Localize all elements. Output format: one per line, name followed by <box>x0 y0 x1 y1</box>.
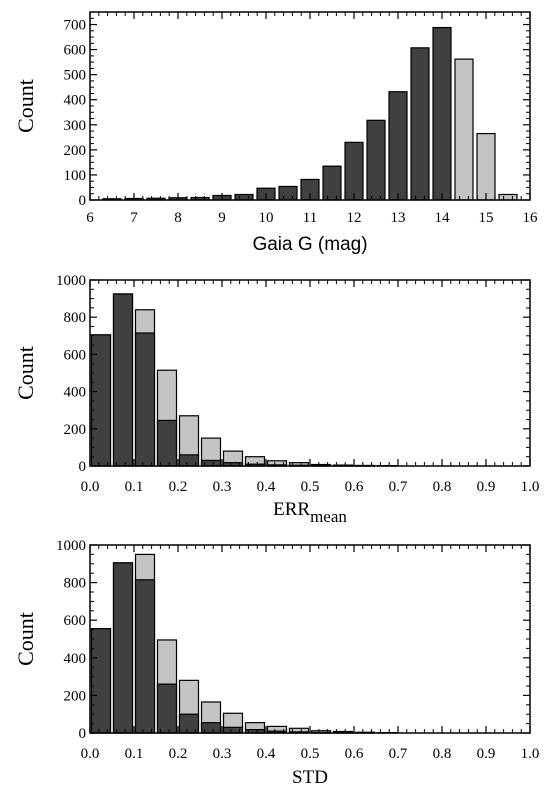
y-tick-label-4: 400 <box>64 93 87 109</box>
x-tick-label-7: 0.7 <box>389 746 408 762</box>
y-tick-label-1: 200 <box>64 422 87 438</box>
y-tick-label-2: 400 <box>64 651 87 667</box>
y-ticks <box>90 544 530 734</box>
bars <box>102 26 518 201</box>
y-tick-label-0: 0 <box>79 459 87 475</box>
y-tick-label-5: 500 <box>64 68 87 84</box>
x-ticks <box>89 545 531 733</box>
y-axis-label: Count <box>13 79 38 133</box>
x-tick-label-10: 1.0 <box>521 479 540 495</box>
y-tick-label-2: 400 <box>64 385 87 401</box>
y-tick-label-5: 1000 <box>56 538 86 554</box>
x-axis-label: Gaia G (mag) <box>252 234 367 255</box>
x-ticks <box>89 280 531 466</box>
x-axis-label-subscript: mean <box>310 507 347 526</box>
y-tick-label-3: 600 <box>64 613 87 629</box>
x-tick-label-6: 12 <box>347 210 362 226</box>
x-tick-label-3: 9 <box>218 210 226 226</box>
x-tick-label-6: 0.6 <box>345 479 364 495</box>
x-tick-label-1: 0.1 <box>125 479 144 495</box>
x-tick-label-10: 1.0 <box>521 746 540 762</box>
y-tick-label-0: 0 <box>79 193 87 209</box>
bar-dark-1 <box>112 293 134 467</box>
y-tick-label-7: 700 <box>64 18 87 34</box>
x-axis-label: ERRmean <box>273 499 347 526</box>
y-ticks <box>90 279 530 467</box>
plot-frame <box>89 544 531 734</box>
bars <box>90 293 398 467</box>
x-tick-label-10: 16 <box>523 210 539 226</box>
x-tick-label-9: 15 <box>479 210 494 226</box>
bar-dark-10 <box>322 165 342 201</box>
x-tick-label-2: 0.2 <box>169 479 188 495</box>
y-tick-label-0: 0 <box>79 726 87 742</box>
x-tick-label-8: 0.8 <box>433 746 452 762</box>
bar-dark-6 <box>234 193 254 201</box>
x-tick-label-7: 0.7 <box>389 479 408 495</box>
x-tick-label-1: 0.1 <box>125 746 144 762</box>
y-tick-label-5: 1000 <box>56 273 86 289</box>
x-ticks <box>89 12 531 200</box>
y-tick-label-3: 600 <box>64 347 87 363</box>
y-tick-label-6: 600 <box>64 43 87 59</box>
bar-dark-15 <box>432 26 452 201</box>
x-tick-label-2: 8 <box>174 210 182 226</box>
x-tick-label-0: 0.0 <box>81 746 100 762</box>
bar-dark-2 <box>134 579 156 734</box>
x-tick-label-5: 0.5 <box>301 746 320 762</box>
y-tick-label-1: 100 <box>64 168 87 184</box>
x-tick-label-5: 11 <box>303 210 317 226</box>
x-tick-label-0: 6 <box>86 210 94 226</box>
bar-dark-13 <box>388 91 408 201</box>
y-tick-label-2: 200 <box>64 143 87 159</box>
bar-dark-8 <box>278 185 298 201</box>
y-tick-label-4: 800 <box>64 576 87 592</box>
x-tick-label-1: 7 <box>130 210 138 226</box>
plot-frame <box>89 279 531 467</box>
x-tick-label-8: 14 <box>435 210 451 226</box>
y-axis-label: Count <box>13 346 38 400</box>
y-tick-label-1: 200 <box>64 688 87 704</box>
x-tick-label-4: 0.4 <box>257 479 276 495</box>
bar-dark-2 <box>134 332 156 467</box>
x-tick-label-4: 0.4 <box>257 746 276 762</box>
x-tick-label-6: 0.6 <box>345 746 364 762</box>
x-tick-label-3: 0.3 <box>213 746 232 762</box>
x-tick-label-2: 0.2 <box>169 746 188 762</box>
x-tick-label-9: 0.9 <box>477 746 496 762</box>
x-tick-label-7: 13 <box>391 210 406 226</box>
bar-dark-12 <box>366 119 386 201</box>
bar-dark-1 <box>112 562 134 734</box>
std-histogram: 0.0 0.1 0.2 0.3 0.4 0.5 0.6 0.7 0.8 0.9 1.0 0 200 400… <box>13 538 540 788</box>
y-tick-label-4: 800 <box>64 310 87 326</box>
bar-dark-3 <box>156 419 178 467</box>
bar-dark-14 <box>410 47 430 201</box>
bar-dark-3 <box>156 683 178 734</box>
bars <box>90 553 398 734</box>
x-tick-label-8: 0.8 <box>433 479 452 495</box>
y-ticks <box>90 11 530 201</box>
x-tick-label-3: 0.3 <box>213 479 232 495</box>
x-tick-label-0: 0.0 <box>81 479 100 495</box>
err-mean-histogram: 0.0 0.1 0.2 0.3 0.4 0.5 0.6 0.7 0.8 0.9 1.0 0 200 400… <box>13 273 540 526</box>
x-tick-label-4: 10 <box>259 210 274 226</box>
bar-light-17 <box>476 132 496 201</box>
y-axis-label: Count <box>13 612 38 666</box>
bar-dark-11 <box>344 141 364 201</box>
bar-light-18 <box>498 193 518 201</box>
x-tick-label-5: 0.5 <box>301 479 320 495</box>
bar-light-16 <box>454 58 474 201</box>
y-tick-label-3: 300 <box>64 118 87 134</box>
gaia-g-histogram: 6 7 8 9 10 11 12 13 14 15 16 0 100 200 300 400 500 600 700… <box>13 11 539 255</box>
x-tick-label-9: 0.9 <box>477 479 496 495</box>
bar-dark-0 <box>90 628 112 734</box>
x-axis-label: STD <box>292 767 328 788</box>
